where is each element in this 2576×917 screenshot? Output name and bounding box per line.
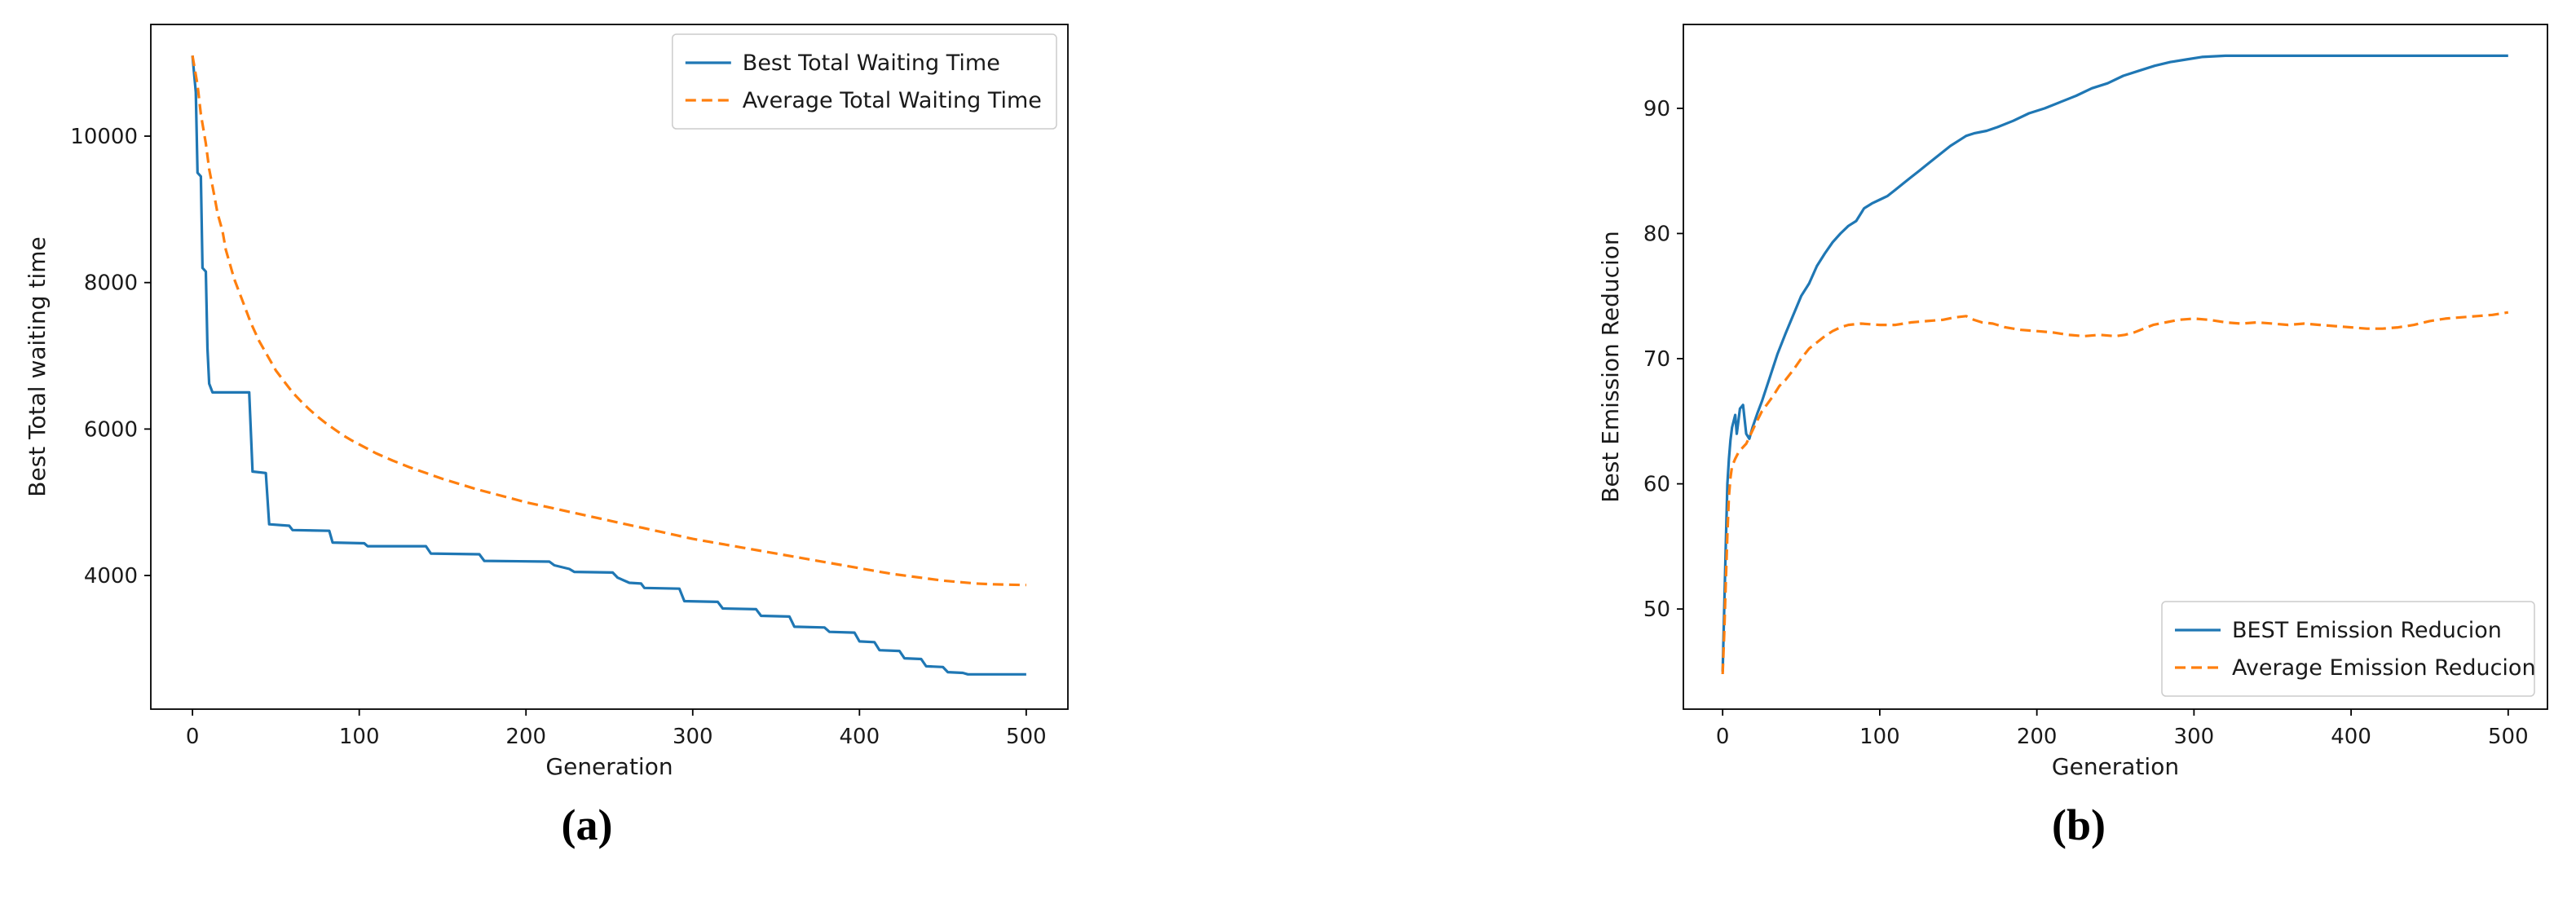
svg-text:Generation: Generation <box>2052 753 2179 778</box>
svg-text:10000: 10000 <box>70 125 138 149</box>
svg-text:500: 500 <box>1006 725 1047 749</box>
svg-text:60: 60 <box>1643 473 1670 497</box>
svg-text:90: 90 <box>1643 97 1670 121</box>
chart-a-figure: 0 100 200 300 400 500 4000 6000 8000 10000 Generat… <box>16 4 1158 850</box>
svg-text:100: 100 <box>1859 725 1900 749</box>
chart-b-figure: 0 100 200 300 400 500 50 60 70 80 90 Generation Best… <box>1590 4 2568 850</box>
emission-reduction-chart: 0 100 200 300 400 500 50 60 70 80 90 Generation Best… <box>1590 4 2568 778</box>
svg-text:400: 400 <box>2331 725 2371 749</box>
svg-text:Average Total Waiting Time: Average Total Waiting Time <box>743 88 1042 113</box>
svg-text:400: 400 <box>839 725 880 749</box>
svg-text:200: 200 <box>505 725 546 749</box>
svg-text:Best Emission Reducion: Best Emission Reducion <box>1597 231 1624 502</box>
svg-text:0: 0 <box>186 725 200 749</box>
svg-text:Best Total waiting time: Best Total waiting time <box>24 236 51 496</box>
svg-text:70: 70 <box>1643 347 1670 372</box>
svg-text:Best Total Waiting Time: Best Total Waiting Time <box>743 51 1000 76</box>
chart-b-caption: (b) <box>2052 800 2106 849</box>
svg-text:4000: 4000 <box>84 564 138 589</box>
svg-text:200: 200 <box>2017 725 2058 749</box>
svg-text:300: 300 <box>2174 725 2215 749</box>
chart-a-caption: (a) <box>561 800 613 849</box>
svg-text:Average Emission Reducion: Average Emission Reducion <box>2232 655 2536 681</box>
svg-text:300: 300 <box>673 725 713 749</box>
svg-text:6000: 6000 <box>84 417 138 442</box>
svg-text:50: 50 <box>1643 597 1670 622</box>
svg-text:0: 0 <box>1716 725 1730 749</box>
svg-text:8000: 8000 <box>84 271 138 296</box>
svg-text:BEST Emission Reducion: BEST Emission Reducion <box>2232 618 2502 643</box>
svg-text:500: 500 <box>2488 725 2529 749</box>
svg-text:100: 100 <box>339 725 380 749</box>
svg-text:Generation: Generation <box>545 753 673 778</box>
waiting-time-chart: 0 100 200 300 400 500 4000 6000 8000 10000 Generat… <box>16 4 1158 778</box>
svg-text:80: 80 <box>1643 222 1670 246</box>
